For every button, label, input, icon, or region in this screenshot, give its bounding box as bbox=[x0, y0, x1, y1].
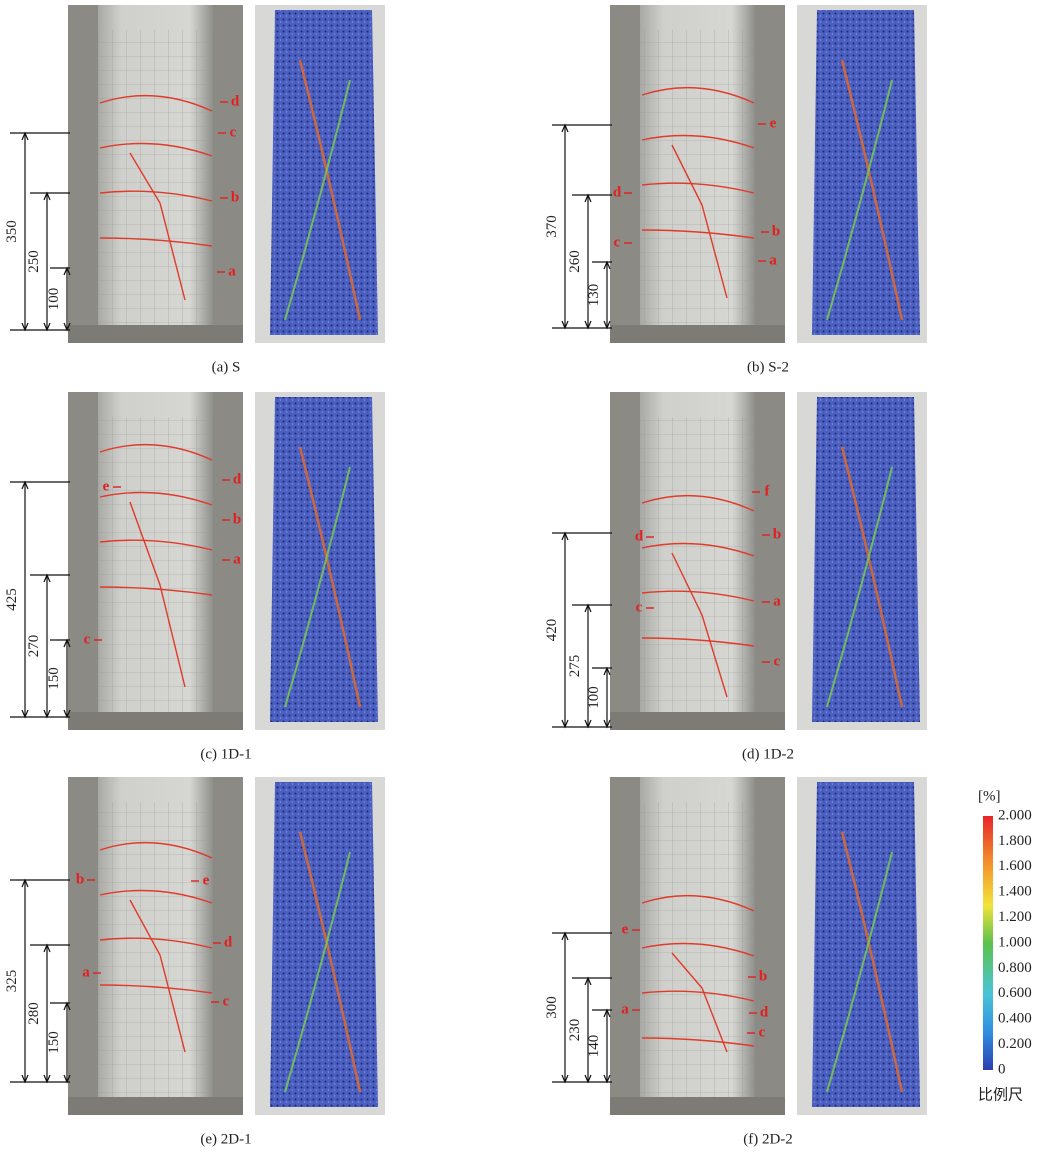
crack-label: c bbox=[230, 124, 237, 140]
caption: (a) S bbox=[212, 359, 241, 375]
crack-label: d bbox=[224, 934, 233, 950]
footing bbox=[68, 1097, 243, 1115]
dimension-label: 100 bbox=[46, 288, 62, 311]
crack-label: b bbox=[231, 189, 239, 205]
crack-label: b bbox=[773, 526, 781, 542]
dimension-label: 150 bbox=[46, 1031, 62, 1054]
crack-label: e bbox=[103, 478, 110, 494]
crack-label: c bbox=[223, 993, 230, 1009]
crack-label: c bbox=[774, 653, 781, 669]
page: {"panels": [ {"caption": "(a) S", "dimen… bbox=[0, 0, 1042, 1156]
scale-tick-label: 1.400 bbox=[998, 884, 1032, 900]
dimension-label: 230 bbox=[567, 1019, 583, 1042]
crack-label: c bbox=[614, 234, 621, 250]
figure: 350250100dcba(a) S370260130edbca(b) S-24… bbox=[0, 0, 1042, 1156]
dimension-label: 140 bbox=[586, 1035, 602, 1058]
caption: (c) 1D-1 bbox=[200, 746, 251, 762]
caption: (f) 2D-2 bbox=[743, 1131, 793, 1147]
crack-label: e bbox=[203, 872, 210, 888]
dic-map bbox=[812, 10, 920, 335]
dimension-label: 370 bbox=[544, 215, 560, 238]
dimension-label: 350 bbox=[4, 220, 20, 243]
crack-label: c bbox=[759, 1024, 766, 1040]
scale-unit: [%] bbox=[978, 788, 1001, 804]
crack-label: b bbox=[759, 968, 767, 984]
scale-tick-label: 0.200 bbox=[998, 1036, 1032, 1052]
footing bbox=[610, 325, 785, 343]
caption: (d) 1D-2 bbox=[742, 746, 794, 762]
dimension-label: 270 bbox=[26, 635, 42, 658]
dimension-label: 325 bbox=[4, 970, 20, 993]
scale-tick-label: 1.000 bbox=[998, 934, 1032, 950]
scale-tick-label: 0.800 bbox=[998, 960, 1032, 976]
caption: (b) S-2 bbox=[747, 359, 789, 375]
column-grid bbox=[98, 417, 213, 712]
crack-label: d bbox=[635, 528, 644, 544]
column-grid bbox=[640, 30, 755, 325]
dic-map bbox=[812, 397, 920, 722]
crack-label: c bbox=[636, 599, 643, 615]
crack-label: b bbox=[772, 223, 780, 239]
color-bar bbox=[983, 816, 993, 1070]
dimension-label: 100 bbox=[586, 686, 602, 709]
dimension-label: 420 bbox=[544, 619, 560, 642]
column-grid bbox=[640, 417, 755, 712]
scale-tick-label: 2.000 bbox=[998, 807, 1032, 823]
scale-tick-label: 1.200 bbox=[998, 909, 1032, 925]
dimension-label: 300 bbox=[544, 996, 560, 1019]
dimension-label: 150 bbox=[46, 667, 62, 690]
footing bbox=[610, 1097, 785, 1115]
footing bbox=[68, 712, 243, 730]
footing bbox=[610, 712, 785, 730]
crack-label: a bbox=[621, 1001, 629, 1017]
scale-tick-label: 0.400 bbox=[998, 1011, 1032, 1027]
crack-label: a bbox=[769, 252, 777, 268]
caption: (e) 2D-1 bbox=[200, 1131, 251, 1147]
dimension-label: 280 bbox=[26, 1002, 42, 1025]
dic-map bbox=[270, 782, 378, 1107]
scale-label: 比例尺 bbox=[978, 1086, 1023, 1103]
dic-map bbox=[812, 782, 920, 1107]
scale-tick-label: 0.600 bbox=[998, 985, 1032, 1001]
crack-label: e bbox=[622, 921, 629, 937]
crack-label: a bbox=[233, 551, 241, 567]
dimension-label: 275 bbox=[567, 655, 583, 678]
crack-label: a bbox=[773, 593, 781, 609]
column-grid bbox=[98, 30, 213, 325]
dimension-label: 250 bbox=[26, 250, 42, 273]
scale-tick-label: 1.600 bbox=[998, 858, 1032, 874]
dimension-label: 425 bbox=[4, 588, 20, 611]
crack-label: a bbox=[82, 964, 90, 980]
dimension-label: 130 bbox=[586, 284, 602, 307]
footing bbox=[68, 325, 243, 343]
crack-label: b bbox=[76, 871, 84, 887]
crack-label: b bbox=[233, 511, 241, 527]
dimension-label: 260 bbox=[567, 250, 583, 273]
crack-label: a bbox=[228, 263, 236, 279]
column-grid bbox=[640, 802, 755, 1097]
crack-label: d bbox=[613, 184, 622, 200]
crack-label: d bbox=[233, 471, 242, 487]
dic-map bbox=[270, 10, 378, 335]
crack-label: e bbox=[770, 115, 777, 131]
crack-label: d bbox=[760, 1004, 769, 1020]
crack-label: d bbox=[231, 93, 240, 109]
dic-map bbox=[270, 397, 378, 722]
scale-tick-label: 1.800 bbox=[998, 833, 1032, 849]
crack-label: c bbox=[84, 631, 91, 647]
scale-tick-label: 0 bbox=[998, 1061, 1006, 1077]
